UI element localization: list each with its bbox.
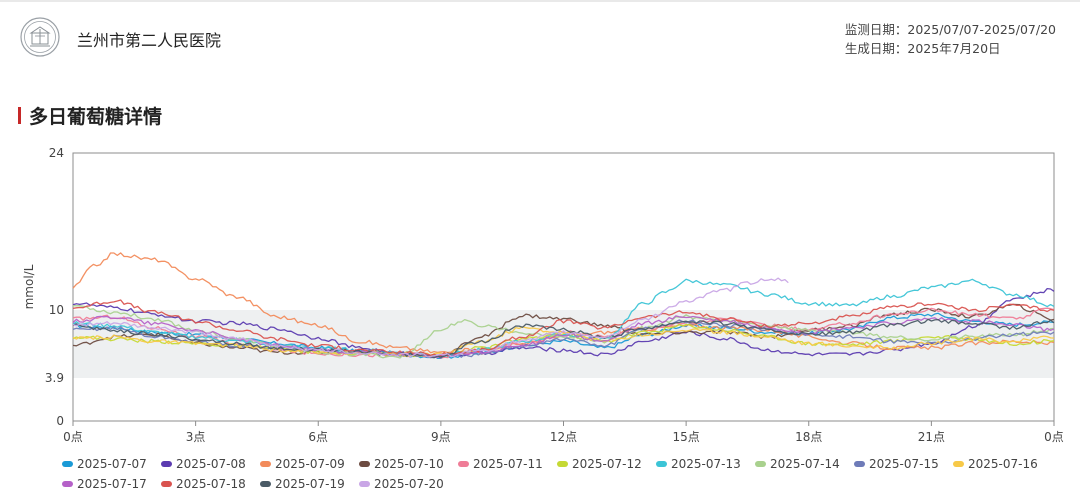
legend-swatch bbox=[161, 460, 172, 467]
y-tick-label: 0 bbox=[56, 414, 64, 428]
legend-item-2025-07-17[interactable]: 2025-07-17 bbox=[62, 477, 147, 491]
legend-item-2025-07-08[interactable]: 2025-07-08 bbox=[161, 457, 246, 471]
series-line-2025-07-16 bbox=[72, 326, 1055, 357]
legend-label: 2025-07-07 bbox=[77, 457, 147, 471]
legend-swatch bbox=[359, 480, 370, 487]
monitor-date-label: 监测日期： bbox=[844, 22, 908, 37]
top-border bbox=[0, 0, 1080, 2]
legend-label: 2025-07-13 bbox=[671, 457, 741, 471]
x-tick-label: 6点 bbox=[308, 430, 328, 444]
legend-item-2025-07-09[interactable]: 2025-07-09 bbox=[260, 457, 345, 471]
section-title: 多日葡萄糖详情 bbox=[29, 106, 163, 128]
y-tick-label: 24 bbox=[49, 146, 64, 160]
legend-swatch bbox=[656, 460, 667, 467]
legend-label: 2025-07-17 bbox=[77, 477, 147, 491]
legend-label: 2025-07-18 bbox=[176, 477, 246, 491]
legend-label: 2025-07-19 bbox=[275, 477, 345, 491]
series-line-2025-07-18 bbox=[72, 299, 1055, 357]
x-tick-label: 0点 bbox=[1044, 430, 1064, 444]
legend-swatch bbox=[953, 460, 964, 467]
series-line-2025-07-13 bbox=[72, 278, 1055, 357]
series-line-2025-07-20 bbox=[72, 277, 789, 358]
legend-item-2025-07-16[interactable]: 2025-07-16 bbox=[953, 457, 1038, 471]
legend-label: 2025-07-15 bbox=[869, 457, 939, 471]
legend-swatch bbox=[62, 460, 73, 467]
glucose-line-chart: 0 3.9 10 24 mmol/L 0点 3点 6点 9点 12点 15点 18点 21点 0点 bbox=[22, 146, 1064, 444]
generate-date-row: 生成日期：2025年7月20日 bbox=[845, 39, 1056, 58]
y-axis-label: mmol/L bbox=[22, 264, 36, 309]
legend-label: 2025-07-20 bbox=[374, 477, 444, 491]
series-line-2025-07-19 bbox=[72, 318, 1055, 359]
legend-item-2025-07-20[interactable]: 2025-07-20 bbox=[359, 477, 444, 491]
legend-label: 2025-07-11 bbox=[473, 457, 543, 471]
legend-swatch bbox=[260, 460, 271, 467]
legend-item-2025-07-19[interactable]: 2025-07-19 bbox=[260, 477, 345, 491]
monitor-date-row: 监测日期：2025/07/07-2025/07/20 bbox=[845, 20, 1056, 39]
report-meta: 监测日期：2025/07/07-2025/07/20 生成日期：2025年7月2… bbox=[845, 20, 1056, 58]
hospital-logo-icon bbox=[20, 17, 60, 57]
legend-swatch bbox=[458, 460, 469, 467]
report-header: 兰州市第二人民医院 监测日期：2025/07/07-2025/07/20 生成日… bbox=[0, 0, 1080, 80]
legend-label: 2025-07-09 bbox=[275, 457, 345, 471]
legend-item-2025-07-15[interactable]: 2025-07-15 bbox=[854, 457, 939, 471]
x-tick-label: 3点 bbox=[186, 430, 206, 444]
y-tick-label: 10 bbox=[49, 303, 64, 317]
legend-item-2025-07-10[interactable]: 2025-07-10 bbox=[359, 457, 444, 471]
legend-item-2025-07-14[interactable]: 2025-07-14 bbox=[755, 457, 840, 471]
x-tick-label: 18点 bbox=[795, 430, 822, 444]
legend-item-2025-07-07[interactable]: 2025-07-07 bbox=[62, 457, 147, 471]
plot-frame bbox=[72, 152, 1055, 422]
legend-swatch bbox=[260, 480, 271, 487]
series-line-2025-07-11 bbox=[72, 307, 1055, 359]
legend-item-2025-07-12[interactable]: 2025-07-12 bbox=[557, 457, 642, 471]
hospital-name: 兰州市第二人民医院 bbox=[77, 31, 222, 50]
generate-date-label: 生成日期： bbox=[844, 41, 908, 56]
legend-swatch bbox=[161, 480, 172, 487]
legend-label: 2025-07-16 bbox=[968, 457, 1038, 471]
legend-label: 2025-07-14 bbox=[770, 457, 840, 471]
legend-swatch bbox=[557, 460, 568, 467]
legend-swatch bbox=[62, 480, 73, 487]
x-tick-label: 21点 bbox=[918, 430, 945, 444]
x-tick-label: 9点 bbox=[431, 430, 451, 444]
legend-item-2025-07-18[interactable]: 2025-07-18 bbox=[161, 477, 246, 491]
series-line-2025-07-15 bbox=[72, 319, 1055, 359]
monitor-date-range: 2025/07/07-2025/07/20 bbox=[907, 22, 1056, 37]
legend-swatch bbox=[359, 460, 370, 467]
x-tick-label: 15点 bbox=[672, 430, 699, 444]
generate-date-value: 2025年7月20日 bbox=[907, 41, 1001, 56]
x-tick-label: 0点 bbox=[63, 430, 83, 444]
legend-label: 2025-07-12 bbox=[572, 457, 642, 471]
legend-swatch bbox=[854, 460, 865, 467]
legend-label: 2025-07-10 bbox=[374, 457, 444, 471]
legend-item-2025-07-13[interactable]: 2025-07-13 bbox=[656, 457, 741, 471]
y-tick-label: 3.9 bbox=[45, 371, 64, 385]
legend-swatch bbox=[755, 460, 766, 467]
x-tick-label: 12点 bbox=[550, 430, 577, 444]
legend-item-2025-07-11[interactable]: 2025-07-11 bbox=[458, 457, 543, 471]
legend-label: 2025-07-08 bbox=[176, 457, 246, 471]
section-accent-bar bbox=[18, 107, 21, 124]
